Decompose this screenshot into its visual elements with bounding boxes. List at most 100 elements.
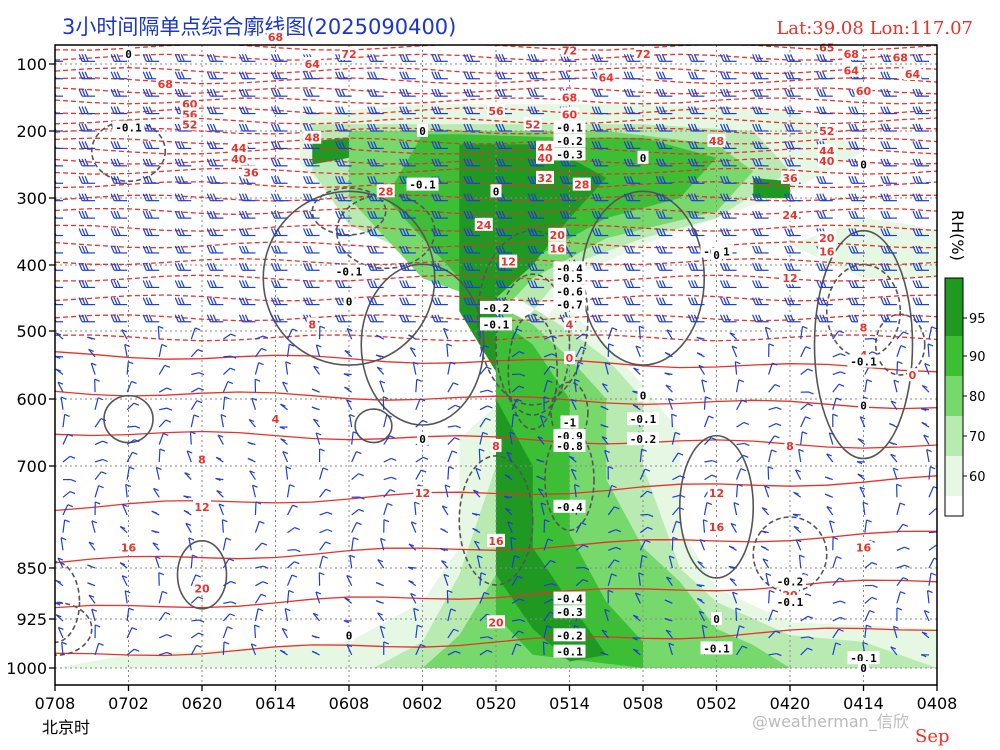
omega-label-15: -0.7 <box>556 299 583 312</box>
wind-barb-136 <box>158 590 168 604</box>
wind-barb-58 <box>94 458 108 463</box>
wind-barb-65 <box>87 582 96 587</box>
wind-barb-60 <box>94 485 104 498</box>
wind-barb-220 <box>238 228 256 237</box>
wind-barb-190 <box>206 314 224 323</box>
omega-contour-10 <box>55 601 93 657</box>
temp-label-21: 28 <box>574 179 589 192</box>
wind-barb-688 <box>671 452 684 463</box>
temp-label-bg-26 <box>634 46 652 60</box>
wind-barb-381 <box>375 600 384 604</box>
wind-barb-463 <box>463 193 480 202</box>
wind-barb-187 <box>206 263 224 271</box>
wind-barb-47 <box>78 263 96 271</box>
temp-label-bg-23 <box>560 90 579 104</box>
wind-barb-867 <box>829 520 835 533</box>
wind-barb-263 <box>285 361 291 375</box>
wind-barb-422 <box>431 88 448 97</box>
wind-barb-110 <box>142 141 160 150</box>
wind-barb-94 <box>126 466 135 480</box>
wind-barb-248 <box>270 106 288 115</box>
wind-barb-977 <box>923 610 930 622</box>
wind-barb-312 <box>312 612 321 622</box>
wind-barb-558 <box>543 625 553 639</box>
wind-barb-807 <box>784 88 801 97</box>
wind-barb-942 <box>896 607 903 621</box>
wind-barb-548 <box>536 458 545 463</box>
wind-barb-760 <box>735 483 743 498</box>
wind-barb-938 <box>896 546 910 551</box>
wind-barb-255 <box>270 228 288 237</box>
wind-barb-170 <box>190 574 201 586</box>
omega-label-36: 0 <box>860 662 867 675</box>
wind-barb-441 <box>447 425 461 429</box>
wind-barb-676 <box>655 245 673 254</box>
temp-label-bg-43 <box>858 347 869 361</box>
omega-label-bg-28 <box>711 247 722 261</box>
wind-barb-937 <box>896 523 909 533</box>
wind-barb-165 <box>183 495 192 499</box>
wind-barb-536 <box>527 245 545 254</box>
wind-barb-273 <box>287 549 301 553</box>
omega-label-9: -0.1 <box>556 122 583 135</box>
wind-barb-377 <box>383 519 390 533</box>
wind-barb-49 <box>78 297 96 306</box>
wind-barb-483 <box>473 540 481 551</box>
wind-barb-973 <box>928 544 937 551</box>
wind-barb-604 <box>591 210 609 219</box>
wind-barb-918 <box>880 193 897 202</box>
wind-barb-826 <box>800 416 811 428</box>
wind-barb-802 <box>768 609 778 622</box>
omega-label-bg-3 <box>343 294 355 308</box>
wind-barb-116 <box>142 245 160 254</box>
temp-label-19: 16 <box>550 242 566 255</box>
wind-barb-79 <box>110 210 128 219</box>
wind-barb-782 <box>752 263 769 271</box>
wind-barb-442 <box>447 437 460 445</box>
temp-label-bg-31 <box>817 144 836 158</box>
wind-barb-842 <box>816 88 833 97</box>
omega-label-40: 0 <box>713 613 720 626</box>
wind-barb-644 <box>623 297 641 306</box>
wind-barb-959 <box>912 297 929 306</box>
omega-label-0: -0.1 <box>115 122 142 135</box>
wind-barb-907 <box>864 610 875 622</box>
wind-barb-778 <box>752 193 769 202</box>
wind-barb-539 <box>527 297 545 306</box>
wind-barb-763 <box>728 545 737 551</box>
wind-barb-404 <box>415 378 422 393</box>
wind-barb-932 <box>889 441 898 446</box>
wind-barb-855 <box>816 314 833 323</box>
wind-barb-690 <box>672 494 686 498</box>
wind-barb-632 <box>623 88 641 97</box>
wind-barb-363 <box>367 280 384 289</box>
omega-label-21: -0.3 <box>556 606 583 619</box>
wind-barb-28 <box>60 537 67 551</box>
wind-barb-454 <box>447 650 461 656</box>
temp-label-bg-36 <box>842 46 861 60</box>
wind-barb-545 <box>543 396 550 410</box>
wind-barb-683 <box>664 372 673 376</box>
wind-barb-120 <box>142 314 160 323</box>
wind-barb-616 <box>600 424 609 428</box>
wind-barb-237 <box>254 520 265 533</box>
temp-label-bg-58 <box>707 486 726 500</box>
wind-barb-641 <box>623 245 641 254</box>
wind-barb-590 <box>575 579 589 587</box>
wind-barb-519 <box>511 555 520 569</box>
wind-barb-795 <box>764 485 770 498</box>
wind-barb-884 <box>848 210 865 219</box>
wind-barb-118 <box>142 280 160 289</box>
wind-barb-293 <box>303 280 320 289</box>
wind-barb-901 <box>862 501 869 516</box>
omega-label-bg-26 <box>627 432 659 446</box>
wind-barb-334 <box>344 386 353 393</box>
wind-barb-672 <box>655 176 673 184</box>
temp-label-bg-8 <box>376 184 395 198</box>
wind-barb-720 <box>703 396 711 410</box>
wind-barb-508 <box>512 373 526 377</box>
wind-barb-149 <box>174 210 192 219</box>
wind-barb-732 <box>698 610 706 622</box>
temp-label-42: 8 <box>860 322 868 335</box>
temp-contour-line-3 <box>55 67 937 75</box>
